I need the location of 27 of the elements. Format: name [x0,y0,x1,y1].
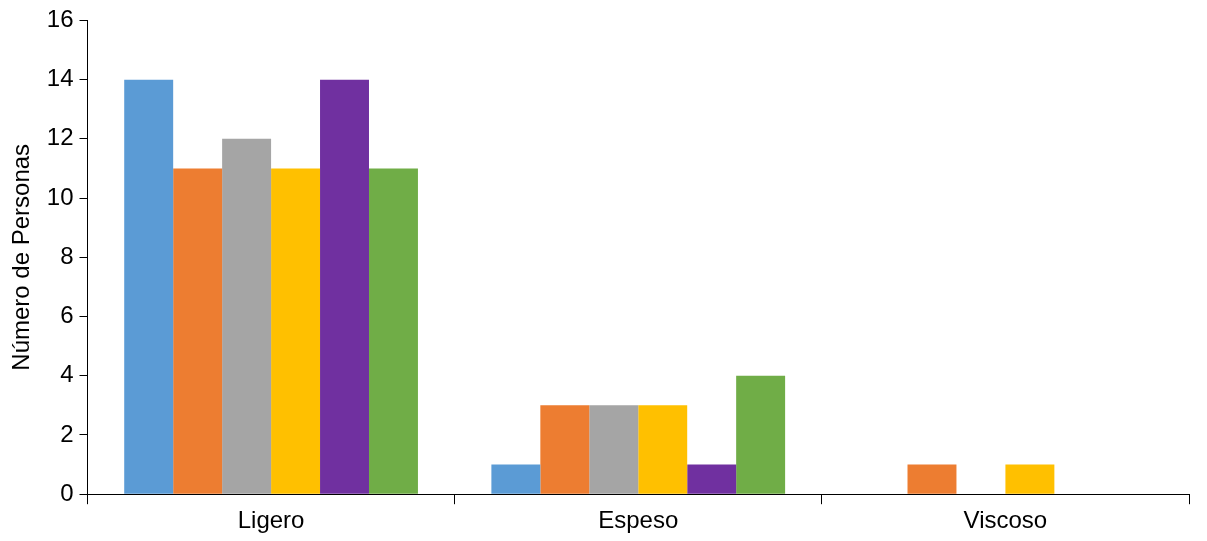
y-tick-label: 10 [46,182,74,210]
bar [124,79,174,494]
y-tick-label: 16 [46,5,74,33]
bar [638,405,688,494]
bar [589,405,639,494]
bar [540,405,590,494]
y-tick-label: 4 [60,360,74,388]
x-tick-label: Viscoso [963,506,1048,534]
y-tick-label: 14 [46,64,74,92]
y-tick-label: 12 [46,123,74,151]
y-tick-label: 0 [60,478,74,506]
bar [1005,464,1055,494]
x-tick-label: Ligero [237,506,305,534]
y-tick-label: 6 [60,301,74,329]
bar [271,168,321,494]
bar [173,168,223,494]
bar [736,375,786,494]
bar [222,138,272,494]
bar [687,464,737,494]
bar [491,464,541,494]
bar [320,79,369,494]
y-axis-title: Número de Personas [7,143,35,371]
y-tick-label: 8 [60,241,74,269]
x-tick-label: Espeso [598,506,679,534]
y-tick-label: 2 [60,419,74,447]
bar [368,168,418,494]
bar [907,464,957,494]
